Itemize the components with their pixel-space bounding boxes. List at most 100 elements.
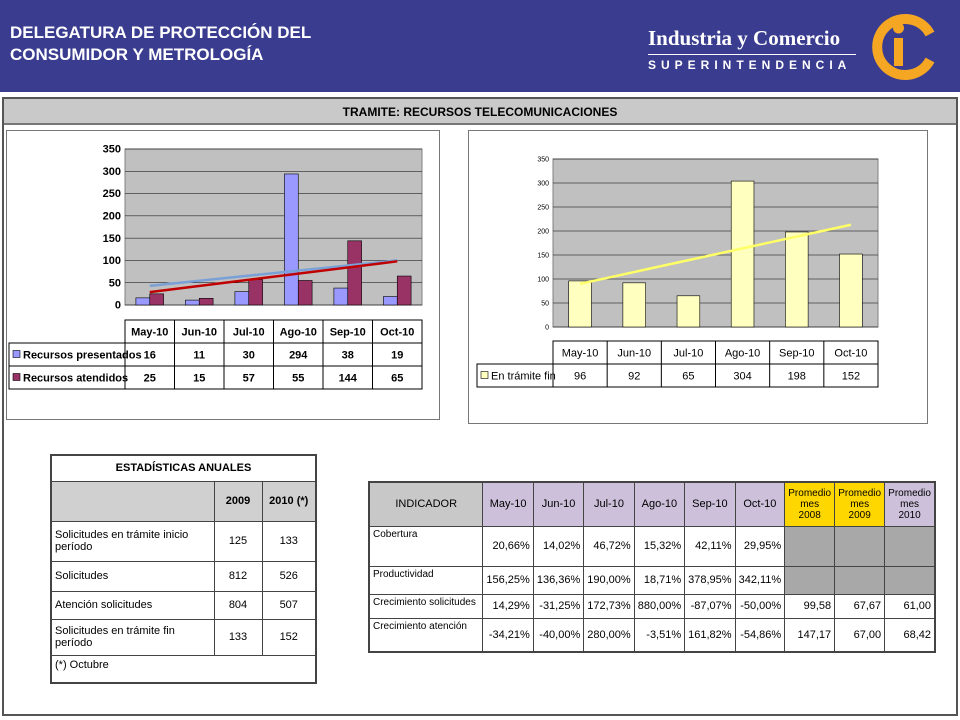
data-label: 65 [682,371,694,383]
ind-value-cell: 190,00% [583,565,635,595]
ind-row-label: Productividad [368,565,484,595]
plot-area [552,158,879,328]
category-label: Sep-10 [779,348,814,360]
ind-value-cell: 18,71% [633,565,686,595]
ind-header-month: Jun-10 [532,481,585,527]
table-row: Productividad 156,25% 136,36% 190,00% 18,71%… [368,565,936,595]
y-tick-label: 0 [115,300,121,312]
ind-value-cell: 42,11% [684,525,736,567]
table-row: Crecimiento solicitudes 14,29% -31,25% 172,… [368,593,936,619]
ind-value-cell: 14,02% [532,525,585,567]
ind-value-cell: 20,66% [482,525,534,567]
bar [730,180,755,328]
ind-value-cell: 99,58 [784,593,836,619]
y-tick-label: 0 [545,324,549,331]
y-tick-label: 300 [537,180,549,187]
plot-area [124,148,423,306]
bar [676,295,701,328]
y-tick-label: 100 [103,255,121,267]
annual-row-label: Solicitudes en trámite inicio período [50,520,215,562]
table-row: Atención solicitudes 804 507 [50,590,317,620]
trendline [579,223,852,286]
ind-header-label: INDICADOR [368,481,484,527]
y-tick-label: 350 [537,156,549,163]
bar [248,279,263,306]
data-label: 152 [842,371,860,383]
ind-header-month: Ago-10 [633,481,686,527]
category-label: May-10 [131,327,168,339]
ind-value-cell [834,565,886,595]
annual-title: ESTADÍSTICAS ANUALES [50,454,317,482]
header-title: DELEGATURA DE PROTECCIÓN DEL CONSUMIDOR … [10,22,430,66]
table-row: Solicitudes 812 526 [50,560,317,592]
legend-swatch [12,373,21,381]
annual-value-2010: 507 [261,590,317,620]
ind-value-cell: -34,21% [482,617,534,653]
annual-value-2009: 812 [213,560,263,592]
annual-row-label: Atención solicitudes [50,590,215,620]
ind-value-cell: 280,00% [583,617,635,653]
annual-col-2009: 2009 [213,480,263,522]
indicators-table: INDICADOR May-10 Jun-10 Jul-10 Ago-10 Se… [368,481,936,653]
ind-header-avg-2010: Promedio mes 2010 [884,481,936,527]
bar [234,291,250,306]
ind-value-cell: 880,00% [633,593,686,619]
chart2-svg: 0 50 100 150 200 250 300 350 May-10 Jun-10 Jul-10 A… [476,156,879,388]
annual-value-2009: 804 [213,590,263,620]
category-label: Oct-10 [380,327,414,339]
annual-value-2009: 125 [213,520,263,562]
bar [284,173,299,306]
data-label: 96 [574,371,586,383]
ind-value-cell: 29,95% [734,525,786,567]
bar [839,253,863,328]
legend-label: En trámite fin [491,371,556,383]
ind-value-cell: 67,67 [834,593,886,619]
ind-value-cell: 68,42 [884,617,936,653]
ind-row-label: Crecimiento solicitudes [368,593,484,619]
bar [198,298,214,306]
ind-value-cell: -40,00% [532,617,585,653]
category-label: Jul-10 [233,327,265,339]
bar [347,240,362,306]
annual-header-blank [50,480,215,522]
brand-subtitle: SUPERINTENDENCIA [648,58,852,72]
category-label: Ago-10 [280,327,317,339]
category-label: Jul-10 [673,348,703,360]
y-tick-label: 350 [103,144,121,156]
legend-swatch [12,350,21,358]
table-row: Crecimiento atención -34,21% -40,00% 280,00… [368,617,936,653]
trendline [149,259,398,288]
ind-value-cell: 172,73% [583,593,635,619]
y-tick-label: 200 [537,228,549,235]
ind-header-month: Sep-10 [684,481,736,527]
sic-logo-icon [872,14,935,80]
category-label: Ago-10 [725,348,760,360]
ind-value-cell: 15,32% [633,525,686,567]
ind-row-label: Cobertura [368,525,484,567]
bar [185,299,200,306]
category-label: Oct-10 [834,348,867,360]
y-tick-label: 250 [537,204,549,211]
ind-row-label: Crecimiento atención [368,617,484,653]
table-row: Solicitudes en trámite inicio período 12… [50,520,317,562]
y-tick-label: 50 [541,300,549,307]
main-title-bar: TRAMITE: RECURSOS TELECOMUNICACIONES [4,99,956,125]
ind-header-avg-2009: Promedio mes 2009 [834,481,886,527]
ind-value-cell: 46,72% [583,525,635,567]
data-label: 92 [628,371,640,383]
bar [135,297,151,306]
bar [785,231,809,328]
data-label: 25 [144,373,156,385]
ind-value-cell: 342,11% [734,565,786,595]
trendline [149,260,398,294]
ind-header-month: Oct-10 [734,481,786,527]
y-tick-label: 150 [537,252,549,259]
ind-value-cell [884,525,936,567]
ind-header-month: Jul-10 [583,481,635,527]
ind-value-cell: 147,17 [784,617,836,653]
header-title-line1: DELEGATURA DE PROTECCIÓN DEL [10,23,312,42]
ind-value-cell: 156,25% [482,565,534,595]
bar [396,275,412,306]
ind-value-cell [834,525,886,567]
y-tick-label: 250 [103,188,121,200]
